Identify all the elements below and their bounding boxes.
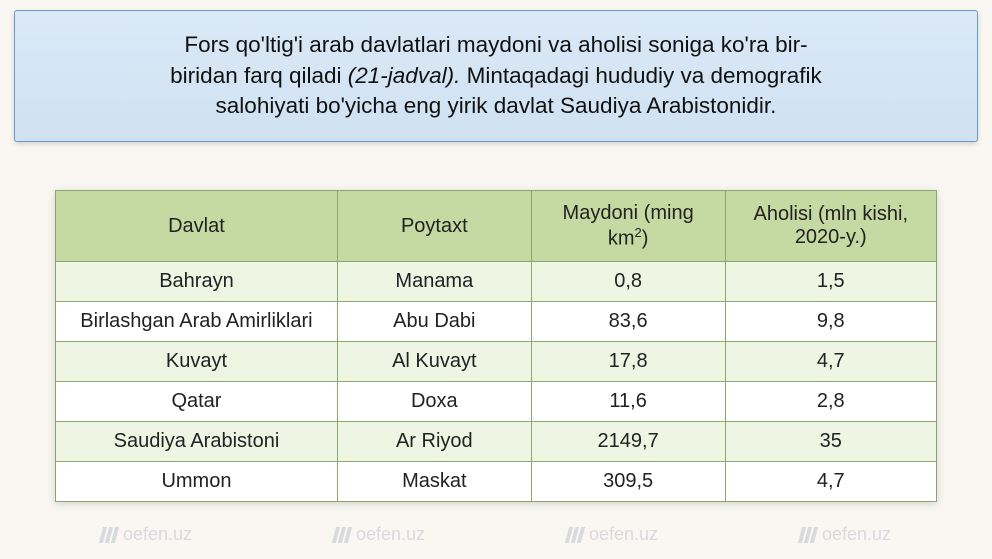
col-maydoni: Maydoni (ming km2) (531, 191, 725, 262)
header-line3: salohiyati bo'yicha eng yirik davlat Sau… (216, 93, 777, 118)
cell-poytaxt: Manama (337, 262, 531, 302)
cell-aholisi: 2,8 (725, 382, 936, 422)
table-row: UmmonMaskat309,54,7 (56, 462, 937, 502)
cell-maydoni: 11,6 (531, 382, 725, 422)
col-aholisi: Aholisi (mln kishi, 2020-y.) (725, 191, 936, 262)
watermark: oefen.uz (567, 524, 658, 545)
cell-aholisi: 4,7 (725, 342, 936, 382)
watermark: oefen.uz (101, 524, 192, 545)
cell-davlat: Birlashgan Arab Amirliklari (56, 302, 338, 342)
cell-poytaxt: Maskat (337, 462, 531, 502)
header-text: Fors qo'ltig'i arab davlatlari maydoni v… (170, 30, 822, 121)
table-row: BahraynManama0,81,5 (56, 262, 937, 302)
cell-maydoni: 17,8 (531, 342, 725, 382)
cell-davlat: Saudiya Arabistoni (56, 422, 338, 462)
cell-davlat: Qatar (56, 382, 338, 422)
cell-davlat: Bahrayn (56, 262, 338, 302)
watermark-icon (101, 527, 117, 543)
cell-aholisi: 35 (725, 422, 936, 462)
col-maydoni-c: ) (642, 227, 649, 249)
cell-poytaxt: Ar Riyod (337, 422, 531, 462)
header-line1: Fors qo'ltig'i arab davlatlari maydoni v… (184, 32, 807, 57)
cell-aholisi: 4,7 (725, 462, 936, 502)
cell-maydoni: 2149,7 (531, 422, 725, 462)
slide: oefen.uz oefen.uz oefen.uz oefen.uzoefen.uz… (0, 0, 992, 559)
watermark-text: oefen.uz (123, 524, 192, 545)
cell-davlat: Kuvayt (56, 342, 338, 382)
watermark-text: oefen.uz (589, 524, 658, 545)
watermark-row: oefen.uz oefen.uz oefen.uz oefen.uz (0, 524, 992, 545)
cell-aholisi: 9,8 (725, 302, 936, 342)
col-aholisi-b: 2020-y.) (795, 226, 867, 248)
cell-poytaxt: Doxa (337, 382, 531, 422)
watermark-icon (334, 527, 350, 543)
col-davlat: Davlat (56, 191, 338, 262)
header-line2a: biridan farq qiladi (170, 63, 348, 88)
watermark-icon (567, 527, 583, 543)
table-header-row: Davlat Poytaxt Maydoni (ming km2) Aholis… (56, 191, 937, 262)
col-maydoni-sup: 2 (635, 225, 642, 240)
table-wrap: Davlat Poytaxt Maydoni (ming km2) Aholis… (55, 190, 937, 502)
watermark-icon (800, 527, 816, 543)
table-row: QatarDoxa11,62,8 (56, 382, 937, 422)
col-maydoni-b: km (608, 227, 635, 249)
cell-maydoni: 0,8 (531, 262, 725, 302)
cell-maydoni: 83,6 (531, 302, 725, 342)
watermark: oefen.uz (800, 524, 891, 545)
header-line2b: Mintaqadagi hududiy va demografik (460, 63, 821, 88)
watermark: oefen.uz (334, 524, 425, 545)
col-poytaxt: Poytaxt (337, 191, 531, 262)
header-box: Fors qo'ltig'i arab davlatlari maydoni v… (14, 10, 978, 142)
table-row: Birlashgan Arab AmirliklariAbu Dabi83,69… (56, 302, 937, 342)
table-row: Saudiya ArabistoniAr Riyod2149,735 (56, 422, 937, 462)
table-row: KuvaytAl Kuvayt17,84,7 (56, 342, 937, 382)
cell-maydoni: 309,5 (531, 462, 725, 502)
watermark-text: oefen.uz (822, 524, 891, 545)
col-maydoni-a: Maydoni (ming (563, 202, 694, 224)
cell-davlat: Ummon (56, 462, 338, 502)
watermark-text: oefen.uz (356, 524, 425, 545)
header-line2-italic: (21-jadval). (348, 63, 461, 88)
cell-poytaxt: Abu Dabi (337, 302, 531, 342)
col-aholisi-a: Aholisi (mln kishi, (754, 203, 908, 225)
cell-aholisi: 1,5 (725, 262, 936, 302)
cell-poytaxt: Al Kuvayt (337, 342, 531, 382)
data-table: Davlat Poytaxt Maydoni (ming km2) Aholis… (55, 190, 937, 502)
